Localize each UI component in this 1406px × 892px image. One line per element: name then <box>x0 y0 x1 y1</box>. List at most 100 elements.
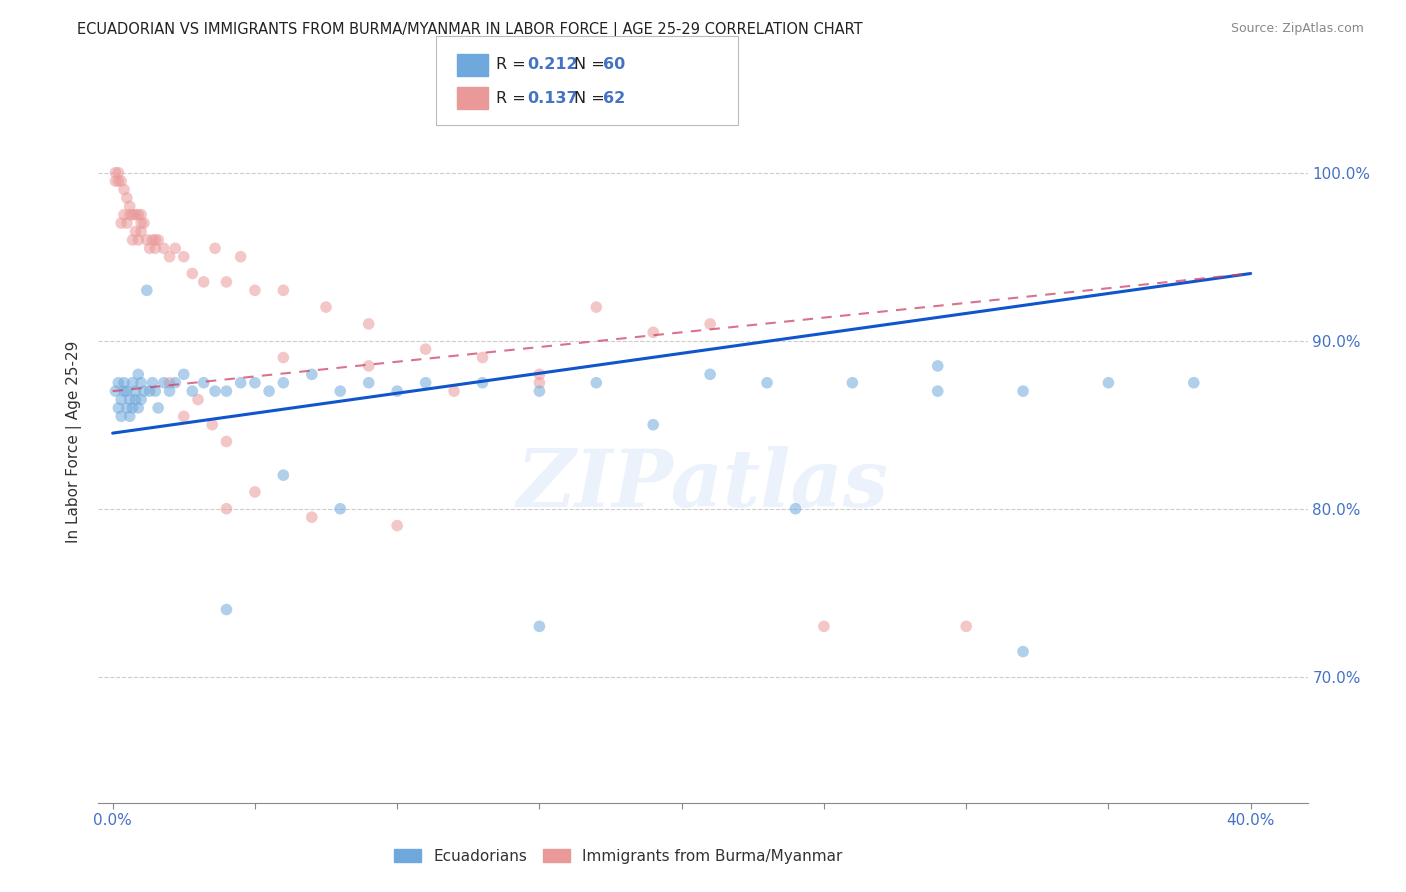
Point <box>153 376 176 390</box>
Point <box>699 317 721 331</box>
Point <box>107 401 129 415</box>
Point <box>121 401 143 415</box>
Point <box>785 501 807 516</box>
Point <box>415 342 437 356</box>
Point <box>1012 384 1035 398</box>
Point <box>357 376 380 390</box>
Point <box>121 376 143 390</box>
Point <box>315 300 337 314</box>
Point <box>643 417 665 432</box>
Point <box>357 317 380 331</box>
Point <box>104 384 127 398</box>
Point <box>153 241 176 255</box>
Point <box>124 208 146 222</box>
Point <box>132 384 155 398</box>
Text: Source: ZipAtlas.com: Source: ZipAtlas.com <box>1230 22 1364 36</box>
Text: 60: 60 <box>603 57 626 72</box>
Point <box>471 351 494 365</box>
Point <box>204 241 226 255</box>
Point <box>329 384 352 398</box>
Point <box>110 409 132 424</box>
Text: N =: N = <box>574 91 610 105</box>
Point <box>204 384 226 398</box>
Point <box>129 208 152 222</box>
Point <box>385 384 408 398</box>
Text: R =: R = <box>496 57 531 72</box>
Text: N =: N = <box>574 57 610 72</box>
Point <box>159 250 181 264</box>
Text: ECUADORIAN VS IMMIGRANTS FROM BURMA/MYANMAR IN LABOR FORCE | AGE 25-29 CORRELATI: ECUADORIAN VS IMMIGRANTS FROM BURMA/MYAN… <box>77 22 863 38</box>
Text: 62: 62 <box>603 91 626 105</box>
Point <box>159 384 181 398</box>
Point <box>841 376 863 390</box>
Point <box>112 384 135 398</box>
Text: ZIPatlas: ZIPatlas <box>517 446 889 524</box>
Point <box>927 359 949 373</box>
Point <box>104 166 127 180</box>
Point <box>112 208 135 222</box>
Point <box>165 241 187 255</box>
Point <box>107 166 129 180</box>
Point <box>193 376 215 390</box>
Point <box>112 182 135 196</box>
Point <box>129 225 152 239</box>
Text: R =: R = <box>496 91 531 105</box>
Point <box>201 417 224 432</box>
Point <box>301 368 323 382</box>
Point <box>187 392 209 407</box>
Point <box>585 376 607 390</box>
Point <box>529 376 551 390</box>
Point <box>173 368 195 382</box>
Point <box>138 384 160 398</box>
Point <box>193 275 215 289</box>
Point <box>124 392 146 407</box>
Point <box>118 409 141 424</box>
Point <box>229 376 252 390</box>
Point <box>585 300 607 314</box>
Point <box>229 250 252 264</box>
Point <box>329 501 352 516</box>
Point <box>115 401 138 415</box>
Point <box>138 241 160 255</box>
Point <box>127 401 149 415</box>
Point <box>257 384 280 398</box>
Text: 0.212: 0.212 <box>527 57 578 72</box>
Point <box>273 468 295 483</box>
Point <box>135 283 157 297</box>
Point <box>215 434 238 449</box>
Point <box>110 216 132 230</box>
Point <box>121 208 143 222</box>
Point <box>699 368 721 382</box>
Point <box>135 233 157 247</box>
Point <box>927 384 949 398</box>
Point <box>118 199 141 213</box>
Point <box>243 485 266 500</box>
Point <box>215 501 238 516</box>
Point <box>301 510 323 524</box>
Point <box>443 384 465 398</box>
Point <box>385 518 408 533</box>
Legend: Ecuadorians, Immigrants from Burma/Myanmar: Ecuadorians, Immigrants from Burma/Myanm… <box>394 848 842 863</box>
Point <box>173 409 195 424</box>
Point <box>756 376 779 390</box>
Point <box>124 384 146 398</box>
Point <box>173 250 195 264</box>
Point <box>165 376 187 390</box>
Text: 0.137: 0.137 <box>527 91 578 105</box>
Point <box>529 619 551 633</box>
Point <box>415 376 437 390</box>
Point <box>115 191 138 205</box>
Point <box>243 283 266 297</box>
Point <box>107 376 129 390</box>
Point <box>110 174 132 188</box>
Point <box>143 233 166 247</box>
Point <box>273 376 295 390</box>
Point <box>143 241 166 255</box>
Point <box>181 267 204 281</box>
Point <box>1012 644 1035 658</box>
Point <box>1182 376 1205 390</box>
Point <box>1097 376 1119 390</box>
Point <box>129 392 152 407</box>
Point <box>146 233 169 247</box>
Point <box>243 376 266 390</box>
